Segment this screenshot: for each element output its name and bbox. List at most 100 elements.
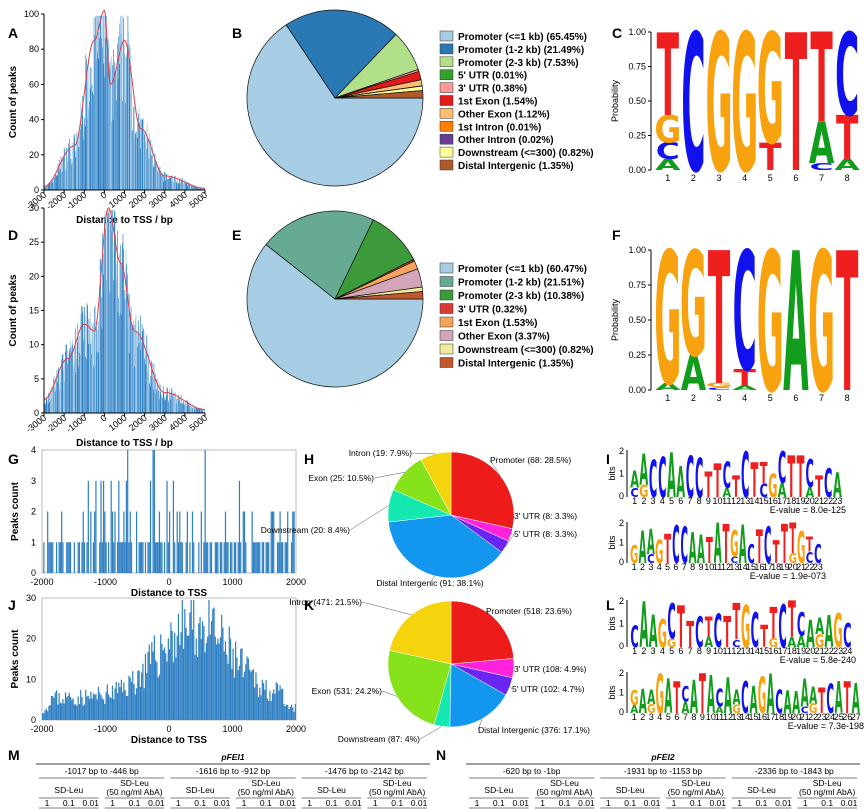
histogram-bar [147,372,149,413]
histogram-bar [129,66,131,190]
histogram-bar [181,179,183,190]
position-label: 4 [742,393,747,403]
histogram-bar [193,186,194,190]
position-label: 9 [700,712,705,722]
count-bar [110,480,112,573]
logo-letter-G: G [658,612,667,657]
position-label: 3 [651,646,656,656]
count-bar [152,651,154,720]
histogram-bar [57,382,58,413]
histogram-bar [179,399,181,413]
histogram-bar [188,182,189,190]
dilution-label: 0.01 [644,798,661,808]
histogram-bar [150,376,152,413]
histogram-bar [71,164,72,190]
count-bar [182,648,185,720]
histogram-bar [119,23,121,190]
histogram-bar [71,142,73,190]
histogram-bar [166,387,168,413]
histogram-bar [81,306,82,413]
count-bar [292,707,294,720]
count-bar [127,696,129,720]
count-bar [271,693,274,720]
x-axis-label: Distance to TSS [131,588,207,599]
y-axis-label: bits [607,535,617,550]
y-tick-label: 0 [619,641,624,651]
histogram-bar [93,18,95,190]
medium-label: SD-Leu [747,785,776,795]
position-label: 23 [833,646,843,656]
count-bar [130,542,133,573]
pie-slice [389,600,452,665]
count-bar [262,542,265,573]
medium-label: (50 ng/ml AbA) [536,787,592,797]
logo-letter-G: G [647,702,656,716]
y-tick-label: 60 [29,79,39,89]
y-tick-label: 0.75 [628,62,646,72]
logo-letter-T: T [732,471,740,505]
position-label: 12 [721,562,731,572]
histogram-bar [56,175,58,190]
count-bar [273,689,275,720]
y-tick-label: 1 [619,619,624,629]
count-bar [43,713,45,720]
y-tick-label: 0.25 [628,131,646,141]
histogram-bar [100,37,102,190]
histogram-bar [82,95,84,190]
histogram-bar [156,378,158,413]
histogram-bar [152,377,154,413]
count-bar [207,542,209,573]
legend-swatch [439,108,454,119]
dilution-label: 0.01 [841,798,858,808]
count-bar [280,689,282,720]
legend-label: 5' UTR (0.01%) [458,71,527,82]
count-bar [59,542,61,573]
histogram-bar [203,411,205,413]
histogram-bar [178,178,180,190]
logo-letter-T: T [699,664,706,727]
histogram-bar [146,337,148,413]
histogram-bar [167,400,169,413]
histogram-bar [49,392,51,413]
histogram-bar [87,118,88,190]
logo-letter-G: G [789,551,797,567]
logo-letter-C: C [797,606,805,643]
histogram-bar [172,391,174,413]
count-bar [102,699,105,720]
medium-label: (50 ng/ml AbA) [106,787,162,797]
count-bar [294,704,296,720]
legend-swatch [439,69,454,80]
histogram-bar [147,137,149,190]
histogram-bar [133,320,134,413]
count-bar [217,638,219,720]
histogram-bar [103,274,105,413]
histogram-bar [91,84,93,190]
histogram-bar [165,395,167,413]
count-bar [163,542,166,573]
medium-label: SD-Leu [317,785,346,795]
x-tick-label: 1000 [107,190,129,210]
count-bar [195,638,197,720]
histogram-bar [106,222,108,413]
histogram-bar [177,396,178,413]
position-label: 15 [759,646,769,656]
count-bar [78,542,81,573]
logo-letter-T: T [706,532,713,573]
position-label: 4 [742,173,747,183]
histogram-bar [204,409,206,413]
count-bar [180,542,182,573]
slice-label: 5' UTR (8: 3.3%) [514,529,577,539]
histogram-bar [150,139,152,190]
logo-letter-T: T [789,516,796,564]
logo-letter-G: G [630,686,639,710]
histogram-bar [178,397,180,413]
histogram-bar [132,323,134,413]
position-label: 16 [754,562,764,572]
label-leader [510,515,515,536]
count-bar [55,542,58,573]
position-label: 17 [778,646,788,656]
count-bar [141,542,143,573]
bar-chart-G: 0 1 2 3 4 -2000 -1000 0 1000 2000 Distance to TSS P… [10,445,306,599]
count-bar [255,672,257,720]
